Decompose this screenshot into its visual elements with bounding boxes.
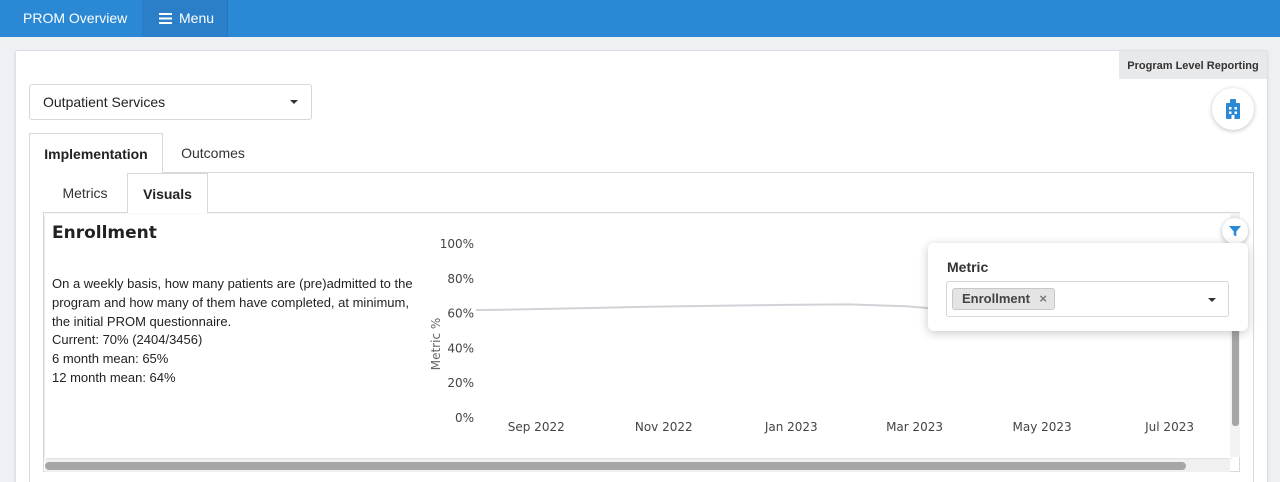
metric-filter-popover: Metric Enrollment × (928, 243, 1248, 331)
y-tick-label: 60% (447, 307, 474, 321)
remove-chip-icon[interactable]: × (1039, 291, 1047, 306)
chevron-down-icon (290, 100, 298, 104)
y-tick-label: 20% (447, 376, 474, 390)
x-tick-label: Mar 2023 (886, 420, 943, 434)
chart-title: Enrollment (52, 223, 157, 243)
description-line: program and how many of them have comple… (52, 294, 409, 310)
tab-implementation[interactable]: Implementation (29, 133, 163, 173)
x-tick-label: Jul 2023 (1144, 420, 1194, 434)
brand-link[interactable]: PROM Overview (23, 10, 128, 26)
tab-outcomes[interactable]: Outcomes (181, 145, 245, 161)
current-value: Current: 70% (2404/3456) (52, 332, 203, 348)
y-tick-label: 0% (455, 411, 474, 425)
y-tick-label: 80% (447, 272, 474, 286)
description-line: On a weekly basis, how many patients are… (52, 276, 413, 291)
filter-icon (1229, 226, 1241, 237)
x-tick-label: Jan 2023 (764, 420, 818, 434)
metric-label: Metric (947, 259, 989, 275)
filter-button[interactable] (1222, 218, 1248, 244)
x-tick-label: May 2023 (1012, 420, 1071, 434)
menu-button[interactable]: Menu (142, 0, 228, 37)
metric-multiselect[interactable]: Enrollment × (946, 281, 1229, 317)
building-button[interactable] (1212, 88, 1254, 130)
chevron-down-icon (1208, 298, 1216, 302)
x-tick-label: Sep 2022 (508, 420, 565, 434)
subtab-metrics[interactable]: Metrics (62, 185, 108, 201)
subtab-visuals[interactable]: Visuals (127, 173, 208, 213)
building-icon (1226, 99, 1240, 119)
top-navbar: PROM Overview Menu (0, 0, 1280, 37)
program-select[interactable]: Outpatient Services (29, 84, 312, 120)
hamburger-icon (159, 13, 172, 24)
program-select-value: Outpatient Services (43, 94, 166, 110)
horizontal-scrollbar-thumb[interactable] (45, 462, 1186, 470)
six-month-mean: 6 month mean: 65% (52, 351, 169, 367)
x-tick-label: Nov 2022 (635, 420, 693, 434)
metric-chip: Enrollment × (952, 288, 1055, 310)
enrollment-line-chart: 0% 20% 40% 60% 80% 100% Sep 2022 Nov 2022 Jan 20… (429, 237, 1194, 434)
series-line (475, 303, 972, 313)
twelve-month-mean: 12 month mean: 64% (52, 369, 176, 385)
y-axis-label: Metric % (429, 318, 443, 371)
program-level-reporting-tag: Program Level Reporting (1119, 51, 1267, 79)
menu-label: Menu (179, 10, 215, 26)
metric-chip-label: Enrollment (962, 291, 1030, 306)
description-line: the initial PROM questionnaire. (52, 313, 232, 329)
y-tick-label: 40% (447, 341, 474, 355)
y-tick-label: 100% (440, 237, 474, 251)
metric-description: On a weekly basis, how many patients are… (52, 275, 417, 388)
